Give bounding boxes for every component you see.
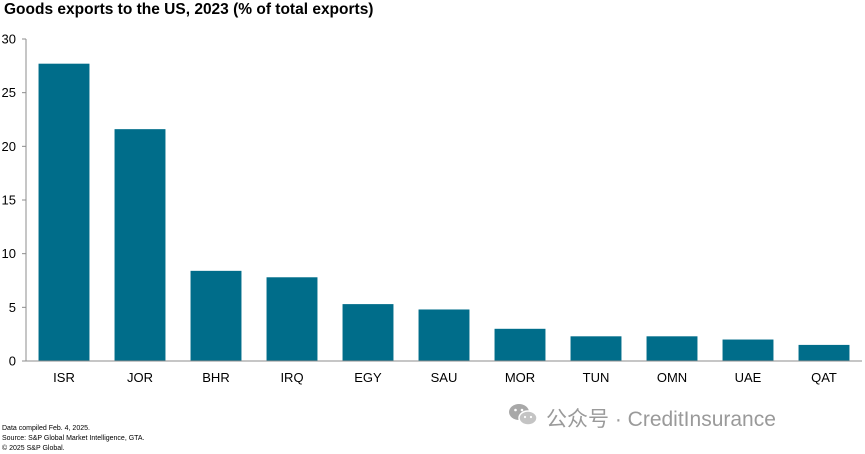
footer-notes: Data compiled Feb. 4, 2025. Source: S&P … [2, 424, 145, 454]
x-tick-label: OMN [657, 370, 687, 385]
x-tick-label: BHR [202, 370, 229, 385]
wechat-icon [508, 402, 538, 434]
y-tick-label: 25 [2, 85, 16, 100]
bar-mor [494, 328, 546, 361]
footer-date-note: Data compiled Feb. 4, 2025. [2, 425, 90, 432]
x-tick-label: EGY [354, 370, 382, 385]
x-tick-label: SAU [431, 370, 458, 385]
y-tick-label: 20 [2, 139, 16, 154]
watermark-text: 公众号 · CreditInsurance [546, 408, 776, 431]
bar-omn [646, 336, 698, 361]
x-tick-label: IRQ [280, 370, 303, 385]
x-axis: ISR JOR BHR IRQ EGY SAU MOR TUN OMN UAE QAT [26, 360, 862, 385]
x-tick-label: ISR [53, 370, 75, 385]
bar-qat [798, 344, 850, 361]
bar-egy [342, 304, 394, 361]
y-tick-label: 10 [2, 246, 16, 261]
bar-bhr [190, 270, 242, 361]
watermark: 公众号 · CreditInsurance [508, 404, 776, 432]
y-tick-label: 15 [2, 193, 16, 208]
bars [38, 63, 850, 361]
x-tick-label: QAT [811, 370, 837, 385]
footer-copyright-note: © 2025 S&P Global. [2, 445, 65, 452]
footer-source-note: Source: S&P Global Market Intelligence, … [2, 435, 145, 442]
bar-irq [266, 277, 318, 361]
x-tick-label: JOR [127, 370, 153, 385]
y-tick-label: 30 [2, 32, 16, 47]
bar-jor [114, 129, 166, 361]
y-tick-label: 5 [9, 300, 16, 315]
y-axis: 0 5 10 15 20 25 30 [2, 32, 27, 369]
x-tick-label: MOR [505, 370, 535, 385]
bar-chart: 0 5 10 15 20 25 30 ISR JOR BHR IRQ EGY SAU MOR TUN OMN… [2, 32, 862, 385]
bar-uae [722, 339, 774, 361]
bar-tun [570, 336, 622, 361]
bar-sau [418, 309, 470, 361]
y-tick-label: 0 [9, 354, 16, 369]
bar-isr [38, 63, 90, 361]
x-tick-label: UAE [735, 370, 762, 385]
x-tick-label: TUN [583, 370, 610, 385]
chart-title: Goods exports to the US, 2023 (% of tota… [4, 1, 374, 18]
